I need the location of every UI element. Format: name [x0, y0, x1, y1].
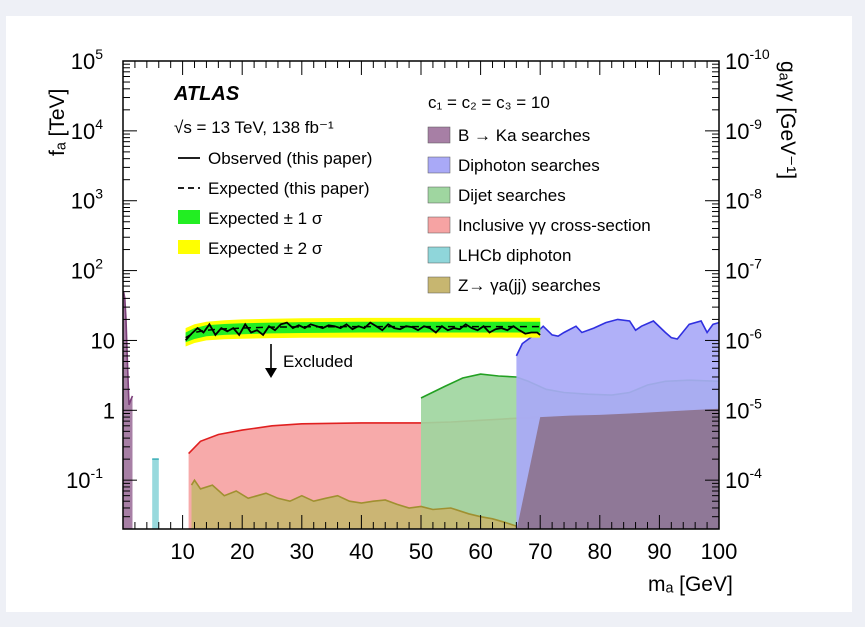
legend-lhcb-diphoton: LHCb diphoton: [458, 246, 571, 265]
exclusion-regions: [123, 291, 719, 529]
legend-lhcb-diphoton-swatch: [427, 246, 451, 264]
x-tick-label: 40: [349, 539, 373, 564]
region-lhcb-diphoton: [152, 459, 159, 529]
legend-diphoton-searches-swatch: [427, 156, 451, 174]
y-tick-label: 104: [71, 116, 103, 144]
y-tick-label: 102: [71, 256, 103, 284]
y2-tick-label: 10-9: [725, 116, 762, 144]
y-tick-labels: 10-1 1 10 102 103 104 105: [66, 46, 115, 493]
limit-plot: 10 20 30 40 50 60 70 80 90 100 10-111010210310410…: [46, 46, 799, 596]
x-tick-label: 20: [230, 539, 254, 564]
y-tick-label: 10-1: [66, 465, 103, 493]
energy-lumi-label: √s = 13 TeV, 138 fb⁻¹: [174, 118, 334, 137]
x-tick-label: 30: [290, 539, 314, 564]
y-axis-label: fₐ [TeV]: [46, 89, 69, 156]
legend-inclusive-cross-section-swatch: [427, 216, 451, 234]
x-tick-label: 10: [170, 539, 194, 564]
legend-expected-2: Expected ± 2 σ: [208, 239, 323, 258]
boundary-z-a-jj-searches: [190, 478, 517, 527]
legend-observed-this-paper: Observed (this paper): [208, 149, 372, 168]
y2-tick-label: 10-4: [725, 465, 762, 493]
boundary-diphoton-searches: [515, 318, 719, 357]
legend-expected-this-paper: Expected (this paper): [208, 179, 370, 198]
legend-expected-1: Expected ± 1 σ: [208, 209, 323, 228]
y-tick-label: 105: [71, 46, 103, 74]
y-tick-label: 10: [91, 328, 115, 353]
legend-expected-1-swatch: [178, 210, 200, 224]
y2-axis-label: gₐγγ [GeV⁻¹]: [776, 61, 799, 179]
x-tick-label: 50: [409, 539, 433, 564]
legend-dijet-searches: Dijet searches: [458, 186, 566, 205]
y2-tick-label: 10-8: [725, 186, 762, 214]
legend-expected-2-swatch: [178, 240, 200, 254]
x-tick-label: 80: [588, 539, 612, 564]
excluded-annotation: Excluded: [265, 344, 353, 378]
y2-tick-label: 10-5: [725, 395, 762, 423]
excluded-label: Excluded: [283, 352, 353, 371]
legend-b-ka-searches: B → Ka searches: [458, 126, 590, 145]
axis-ticks: [123, 61, 720, 530]
legend-right: B → Ka searches Diphoton searches Dijet se…: [427, 126, 651, 295]
y2-tick-labels: 10-4 10-5 10-6 10-7 10-8 10-9 10-10: [725, 46, 770, 493]
legend-z-a-jj-searches: Z→ γa(jj) searches: [458, 276, 601, 295]
down-arrow-icon: [265, 368, 277, 378]
x-tick-labels: 10 20 30 40 50 60 70 80 90 100: [170, 539, 737, 564]
legend-left: Observed (this paper) Expected (this pape…: [178, 149, 372, 258]
y2-tick-label: 10-10: [725, 46, 770, 74]
x-tick-label: 100: [701, 539, 738, 564]
x-axis-label: mₐ [GeV]: [648, 573, 733, 596]
legend-diphoton-searches: Diphoton searches: [458, 156, 600, 175]
y2-tick-label: 10-6: [725, 325, 762, 353]
legend-dijet-searches-swatch: [427, 186, 451, 204]
x-tick-label: 70: [528, 539, 552, 564]
y2-tick-label: 10-7: [725, 256, 762, 284]
experiment-title: ATLAS: [173, 83, 240, 105]
x-tick-label: 60: [468, 539, 492, 564]
legend-inclusive-cross-section: Inclusive γγ cross-section: [458, 216, 651, 235]
legend-b-ka-searches-swatch: [427, 126, 451, 144]
x-tick-label: 90: [647, 539, 671, 564]
line-observed-this-paper: [184, 321, 541, 341]
coupling-label: c₁ = c₂ = c₃ = 10: [428, 93, 550, 112]
overlap-region: [516, 408, 719, 529]
legend-z-a-jj-searches-swatch: [427, 276, 451, 294]
region-z-a-jj-searches: [191, 480, 517, 529]
figure-card: 10 20 30 40 50 60 70 80 90 100 10-1 1 10 102 103 104 10…: [6, 16, 852, 612]
y-tick-label: 103: [71, 186, 103, 214]
limit-lines: [184, 321, 541, 341]
y-tick-label: 1: [103, 398, 115, 423]
